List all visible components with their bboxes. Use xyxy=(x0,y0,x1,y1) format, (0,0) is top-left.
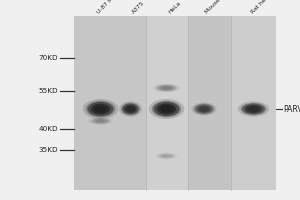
Text: 40KD: 40KD xyxy=(39,126,58,132)
Ellipse shape xyxy=(153,84,180,92)
Ellipse shape xyxy=(155,84,178,92)
Text: 70KD: 70KD xyxy=(39,55,58,61)
Text: A375: A375 xyxy=(131,0,146,15)
Ellipse shape xyxy=(242,104,265,114)
Text: 35KD: 35KD xyxy=(39,147,58,153)
Bar xyxy=(188,16,231,190)
Bar xyxy=(74,16,276,190)
Ellipse shape xyxy=(124,105,137,113)
Ellipse shape xyxy=(91,104,110,114)
Ellipse shape xyxy=(88,102,113,116)
Ellipse shape xyxy=(160,105,173,113)
Ellipse shape xyxy=(194,103,214,115)
Bar xyxy=(146,16,188,190)
Ellipse shape xyxy=(197,105,211,113)
Text: U-87 MG: U-87 MG xyxy=(96,0,118,15)
Ellipse shape xyxy=(154,102,179,116)
Ellipse shape xyxy=(158,154,175,158)
Ellipse shape xyxy=(121,103,140,115)
Ellipse shape xyxy=(157,104,176,114)
Ellipse shape xyxy=(126,106,135,112)
Ellipse shape xyxy=(238,101,269,117)
Ellipse shape xyxy=(162,155,171,157)
Bar xyxy=(74,16,146,190)
Ellipse shape xyxy=(248,106,259,112)
Text: HeLa: HeLa xyxy=(167,1,182,15)
Text: Rat heart: Rat heart xyxy=(250,0,274,15)
Ellipse shape xyxy=(159,86,174,90)
Ellipse shape xyxy=(83,99,118,119)
Ellipse shape xyxy=(157,153,176,159)
Ellipse shape xyxy=(152,101,181,117)
Ellipse shape xyxy=(149,99,184,119)
Ellipse shape xyxy=(191,102,217,116)
Text: Mouse heart: Mouse heart xyxy=(204,0,234,15)
Bar xyxy=(231,16,276,190)
Ellipse shape xyxy=(86,101,115,117)
Ellipse shape xyxy=(162,86,171,90)
Ellipse shape xyxy=(245,105,262,113)
Text: 55KD: 55KD xyxy=(39,88,58,94)
Ellipse shape xyxy=(200,107,208,111)
Ellipse shape xyxy=(119,101,142,117)
Ellipse shape xyxy=(195,104,213,114)
Ellipse shape xyxy=(94,119,107,123)
Ellipse shape xyxy=(96,120,105,122)
Ellipse shape xyxy=(157,85,176,91)
Ellipse shape xyxy=(90,118,111,124)
Ellipse shape xyxy=(160,154,173,158)
Ellipse shape xyxy=(92,118,110,124)
Text: PARVB: PARVB xyxy=(284,104,300,114)
Ellipse shape xyxy=(94,105,107,113)
Ellipse shape xyxy=(122,104,139,114)
Ellipse shape xyxy=(241,103,266,115)
Ellipse shape xyxy=(88,117,113,125)
